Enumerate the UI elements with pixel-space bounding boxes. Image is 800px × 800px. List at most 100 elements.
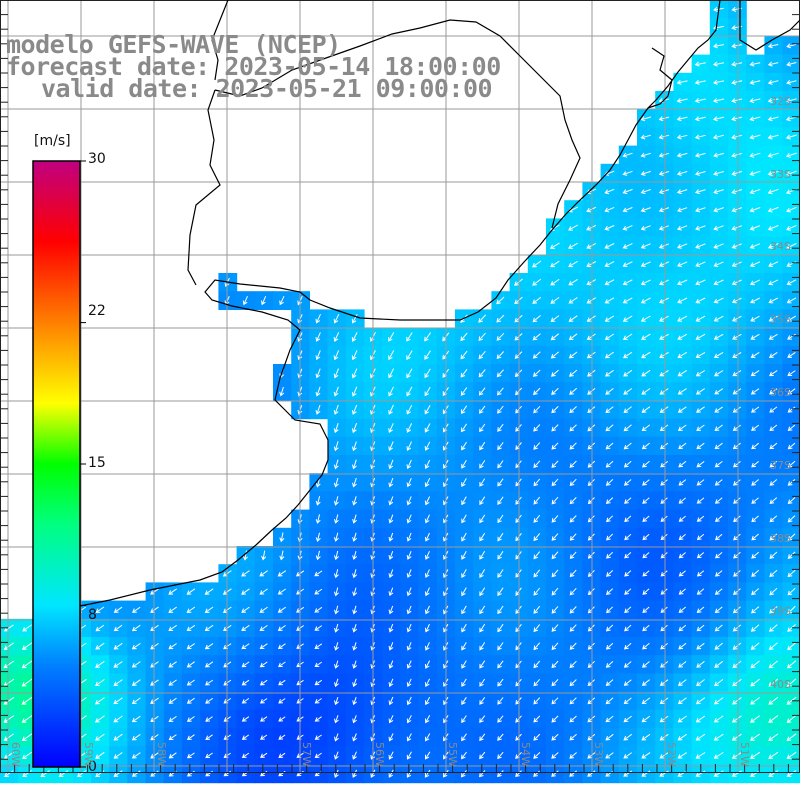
wind-arrow [277,588,286,595]
wind-arrow [479,514,486,524]
wind-arrow [241,588,250,595]
lon-label: 51W [738,742,751,767]
wind-arrow [787,333,796,340]
title-forecast-date: forecast date: 2023-05-14 18:00:00 [6,52,501,81]
wind-arrow [21,642,33,650]
wind-arrow [641,752,651,759]
lon-label: 57W [300,742,313,767]
wind-arrow [259,570,268,577]
wind-arrow [660,497,668,504]
wind-arrow [659,733,669,741]
wind-arrow [676,189,688,195]
wind-arrow [769,388,778,395]
wind-arrow [695,733,706,741]
wind-arrow [678,570,686,577]
wind-arrow [660,461,669,468]
wind-arrow [696,461,705,468]
wind-arrow [713,297,724,304]
wind-arrow [786,243,797,249]
wind-arrow [388,678,394,688]
wind-arrow [314,625,323,631]
wind-arrow [640,261,651,267]
wind-arrow [749,188,761,195]
wind-arrow [641,661,650,668]
wind-arrow [678,442,687,450]
wind-arrow [442,769,449,778]
wind-arrow [370,769,376,778]
wind-arrow [168,752,177,759]
wind-arrow [604,261,615,267]
wind-arrow [714,388,724,395]
wind-arrow [406,423,413,433]
wind-arrow [696,497,705,504]
wind-arrow [352,587,358,597]
wind-arrow [533,605,541,614]
wind-arrow [551,387,559,396]
wind-arrow [660,661,669,668]
wind-arrow [334,660,339,669]
wind-arrow [640,297,651,304]
colorbar-tick-22: 22 [88,303,106,319]
wind-arrow [551,515,559,523]
wind-arrow [569,733,577,741]
wind-arrow [461,751,467,760]
wind-arrow [732,351,742,358]
lon-label: 52W [665,742,678,767]
wind-arrow [714,606,723,614]
wind-arrow [95,679,105,687]
wind-arrow [751,461,760,468]
wind-arrow [605,497,614,505]
wind-arrow [95,751,105,759]
wind-arrow [314,661,322,668]
wind-arrow [768,351,778,358]
wind-arrow [750,751,761,759]
lat-label: 38S [770,532,791,545]
wind-arrow [642,515,650,523]
wind-arrow [21,678,33,687]
wind-arrow [315,350,321,361]
wind-arrow [767,243,779,249]
wind-arrow [58,770,69,778]
lat-label: 33S [770,168,791,181]
wind-arrow [696,479,705,486]
wind-arrow [461,623,467,633]
wind-arrow [569,424,577,432]
wind-arrow [568,333,578,341]
wind-arrow [640,315,651,322]
wind-arrow [732,588,741,596]
wind-arrow [605,479,614,486]
wind-arrow [659,424,669,432]
wind-arrow [461,696,467,705]
wind-arrow [751,551,760,559]
wind-arrow [569,406,577,414]
wind-arrow [731,297,742,304]
wind-arrow [279,550,285,561]
wind-arrow [532,333,541,341]
wind-arrow [768,279,779,286]
wind-arrow [550,242,560,249]
wind-arrow [315,550,321,561]
wind-arrow [569,460,577,468]
wind-arrow [660,624,668,632]
wind-arrow [677,369,687,377]
wind-arrow [186,679,195,686]
wind-arrow [695,770,706,777]
wind-arrow [694,79,706,85]
border-west [187,89,221,286]
wind-arrow [351,332,358,342]
wind-arrow [569,624,577,632]
wind-arrow [3,696,15,705]
wind-arrow [732,388,742,395]
wind-arrow [713,752,724,759]
wind-arrow [424,769,431,778]
wind-arrow [131,642,141,650]
border-north [214,19,581,229]
wind-arrow [533,478,541,487]
wind-arrow [622,315,633,322]
wind-arrow [787,424,796,431]
wind-arrow [333,332,340,342]
wind-arrow [551,569,559,578]
wind-arrow [406,368,413,379]
wind-arrow [260,716,268,722]
wind-arrow [751,497,759,504]
